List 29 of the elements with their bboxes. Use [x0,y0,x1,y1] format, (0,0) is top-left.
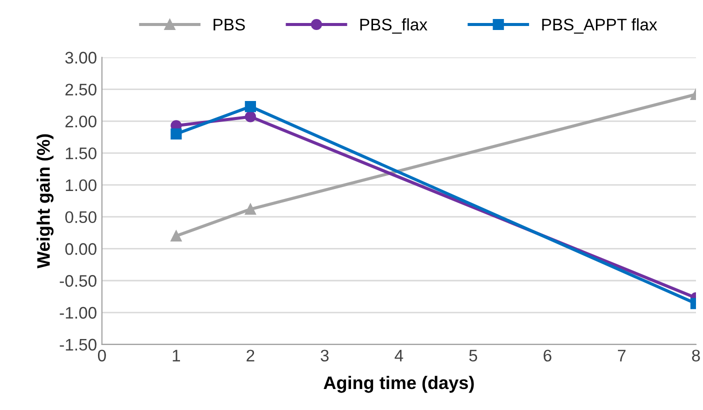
point [244,111,256,122]
y-tick-label: -0.50 [60,275,96,287]
y-tick-label: 0.00 [65,243,96,255]
y-tick-label: -1.50 [60,338,96,351]
legend-label: PBS_APPT flax [542,18,658,34]
y-tick-label: 2.00 [65,116,96,128]
y-tick-label: 2.50 [65,84,96,96]
point [170,230,182,242]
point [170,128,182,140]
x-tick-label: 5 [469,350,478,362]
x-tick-label: 0 [98,350,106,362]
x-tick-label: 4 [394,350,404,362]
x-tick-label: 8 [692,350,700,362]
x-tick-label: 2 [246,350,254,362]
x-tick-label: 3 [320,350,329,362]
legend-label: PBS_flax [360,18,428,34]
y-tick-label: 3.00 [65,52,96,64]
x-tick-label: 6 [544,350,552,362]
y-tick-label: 1.00 [66,179,96,192]
y-tick-label: 0.50 [65,211,96,224]
x-tick-label: 1 [172,350,180,362]
y-tick-label: -1.00 [60,306,96,319]
x-tick-label: 7 [618,350,626,362]
point [244,100,256,112]
point [244,204,256,215]
x-axis-title: Aging time (days) [324,376,474,393]
legend-label: PBS [214,18,245,30]
y-tick-label: 1.50 [66,147,96,160]
y-axis-title: Weight gain (%) [36,134,54,268]
